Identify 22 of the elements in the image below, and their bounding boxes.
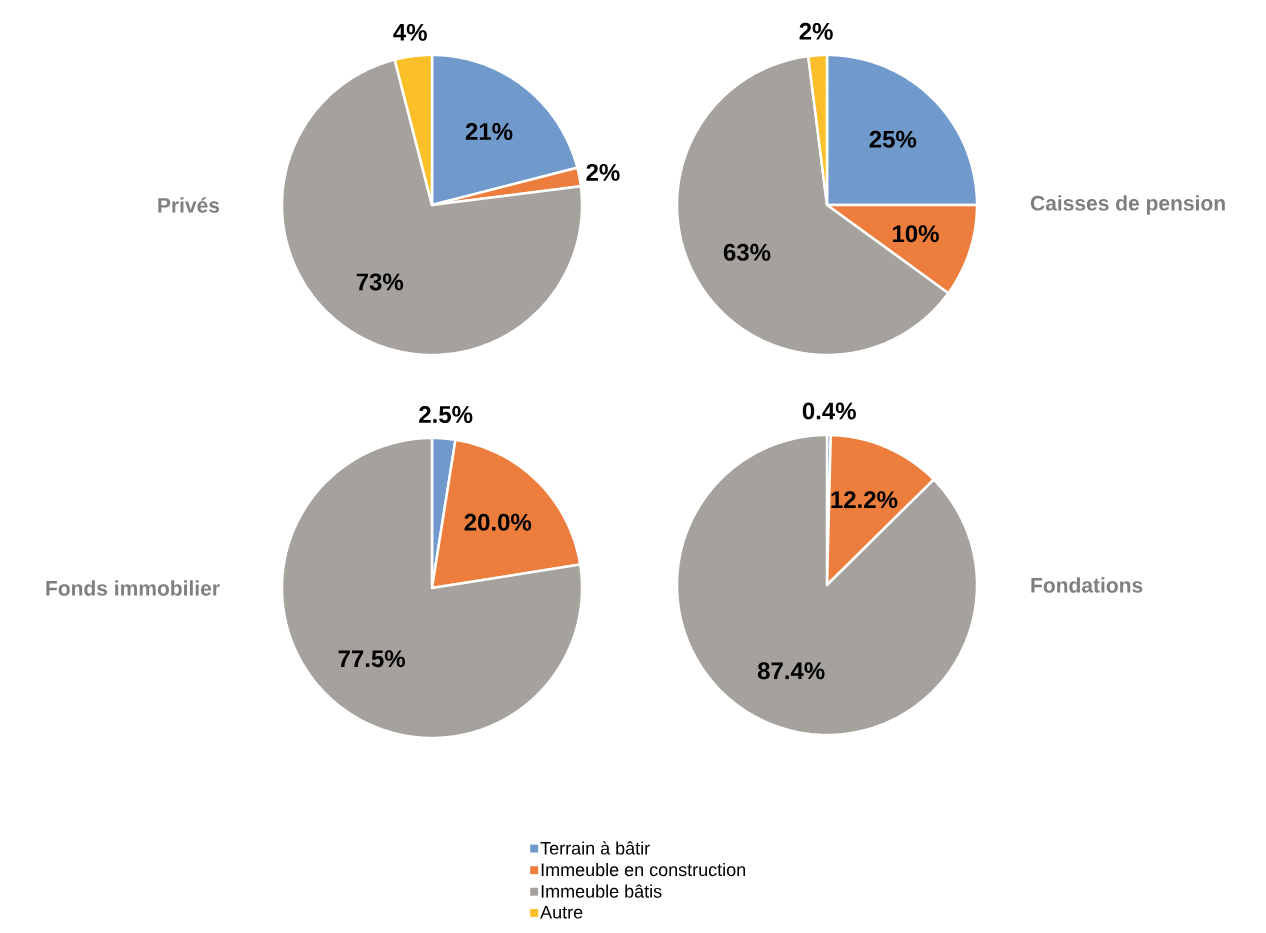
data-label: 2% bbox=[799, 22, 833, 40]
data-label: 87.4% bbox=[757, 662, 825, 680]
data-label: 0.4% bbox=[802, 402, 856, 420]
data-label: 73% bbox=[356, 273, 404, 291]
text: Privés bbox=[158, 197, 220, 213]
data-label: 10% bbox=[892, 225, 939, 243]
legend-label: Terrain à bâtir bbox=[540, 841, 650, 855]
data-label: 77.5% bbox=[338, 650, 405, 668]
text: Fonds immobilier bbox=[46, 580, 220, 596]
data-label: 25% bbox=[869, 130, 917, 148]
legend-label: Autre bbox=[540, 906, 583, 919]
data-label: 2% bbox=[586, 163, 620, 181]
legend-label: Immeuble en construction bbox=[541, 862, 746, 877]
data-label: 4% bbox=[393, 23, 427, 41]
data-label: 21% bbox=[465, 123, 513, 140]
text: Caisses de pension bbox=[1030, 195, 1225, 215]
data-label: 12.2% bbox=[831, 491, 898, 509]
data-label: 2.5% bbox=[419, 406, 473, 424]
legend-label: Immeuble bâtis bbox=[541, 884, 662, 898]
text: Fondations bbox=[1031, 577, 1143, 593]
data-label: 63% bbox=[723, 243, 771, 261]
data-label: 20.0% bbox=[464, 513, 532, 531]
